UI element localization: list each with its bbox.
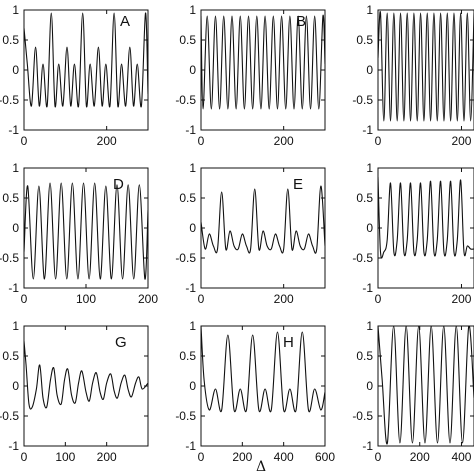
y-tick-label: -0.5 <box>352 93 373 107</box>
y-tick-label: 1 <box>366 3 373 17</box>
panel-label-e: E <box>293 176 303 193</box>
series-line-e <box>201 185 325 254</box>
panel-i: 10.50-0.5-10 200 400 <box>352 319 474 464</box>
x-tick-label: 100 <box>76 292 96 306</box>
y-tick-label: 1 <box>366 319 373 333</box>
y-tick-label: 0 <box>12 63 19 77</box>
y-tick-label: -0.5 <box>175 93 196 107</box>
y-tick-label: 1 <box>12 319 19 333</box>
x-tick-label: 0 <box>21 450 28 464</box>
y-tick-label: -1 <box>185 281 196 295</box>
y-tick-label: 0.5 <box>179 33 196 47</box>
series-line-i <box>378 326 474 445</box>
series-line-f <box>378 176 474 259</box>
y-tick-label: -1 <box>185 123 196 137</box>
panel-label-h: H <box>283 334 294 351</box>
panel-label-d: D <box>113 176 124 193</box>
y-tick-label: -1 <box>185 439 196 453</box>
y-tick-label: 0 <box>366 221 373 235</box>
y-tick-label: 0.5 <box>179 349 196 363</box>
y-tick-label: 1 <box>366 161 373 175</box>
y-tick-label: 0.5 <box>2 33 19 47</box>
y-tick-label: 0 <box>12 379 19 393</box>
y-tick-label: 0.5 <box>2 191 19 205</box>
panel-label-g: G <box>115 334 127 351</box>
y-tick-label: -1 <box>362 281 373 295</box>
y-tick-label: -0.5 <box>0 93 19 107</box>
y-tick-label: -1 <box>8 439 19 453</box>
y-tick-label: -1 <box>8 281 19 295</box>
y-tick-label: 1 <box>189 319 196 333</box>
x-tick-label: 200 <box>138 292 158 306</box>
x-tick-label: 0 <box>198 134 205 148</box>
plot-frame <box>200 167 326 289</box>
x-tick-label: 200 <box>97 134 117 148</box>
y-tick-label: -0.5 <box>175 409 196 423</box>
y-tick-label: 0 <box>366 379 373 393</box>
x-tick-label: 600 <box>315 450 335 464</box>
y-tick-label: -0.5 <box>0 409 19 423</box>
series-line-a <box>24 12 148 108</box>
y-tick-label: -0.5 <box>352 409 373 423</box>
y-tick-label: 0.5 <box>356 33 373 47</box>
x-tick-label: 200 <box>451 292 471 306</box>
x-tick-label: 0 <box>375 134 382 148</box>
panel-f: 10.50-0.5-10 200 <box>352 161 474 306</box>
y-tick-label: 0.5 <box>2 349 19 363</box>
y-tick-label: 0 <box>366 63 373 77</box>
y-tick-label: 1 <box>12 3 19 17</box>
y-tick-label: 0 <box>189 379 196 393</box>
panel-label-b: B <box>296 13 306 30</box>
x-tick-label: 0 <box>21 292 28 306</box>
y-tick-label: 0.5 <box>356 349 373 363</box>
y-tick-label: 0 <box>189 221 196 235</box>
x-tick-label: 0 <box>375 450 382 464</box>
panel-label-a: A <box>120 13 130 30</box>
series-line-d <box>24 182 148 280</box>
x-tick-label: 0 <box>198 450 205 464</box>
y-tick-label: -1 <box>362 439 373 453</box>
y-tick-label: 1 <box>12 161 19 175</box>
y-tick-label: -1 <box>362 123 373 137</box>
y-tick-label: 0.5 <box>356 191 373 205</box>
x-tick-label: 200 <box>274 134 294 148</box>
panel-c: 10.50-0.5-10 200 <box>352 3 474 148</box>
x-tick-label: 0 <box>21 134 28 148</box>
x-tick-label: 0 <box>198 292 205 306</box>
x-tick-label: 200 <box>232 450 252 464</box>
x-tick-label: 200 <box>97 450 117 464</box>
y-tick-label: 0.5 <box>179 191 196 205</box>
series-line-b <box>201 15 325 110</box>
series-line-g <box>24 340 148 410</box>
series-line-h <box>201 326 325 413</box>
plot-frame <box>23 325 149 447</box>
y-tick-label: 0 <box>189 63 196 77</box>
y-tick-label: 0 <box>12 221 19 235</box>
x-axis-title: Δ <box>256 459 266 474</box>
y-tick-label: 1 <box>189 3 196 17</box>
x-tick-label: 200 <box>451 134 471 148</box>
x-tick-label: 0 <box>375 292 382 306</box>
x-tick-label: 100 <box>55 450 75 464</box>
x-tick-label: 400 <box>451 450 471 464</box>
y-tick-label: -0.5 <box>0 251 19 265</box>
series-line-c <box>378 10 474 122</box>
x-tick-label: 200 <box>410 450 430 464</box>
y-tick-label: -1 <box>8 123 19 137</box>
y-tick-label: -0.5 <box>175 251 196 265</box>
y-tick-label: 1 <box>189 161 196 175</box>
x-tick-label: 200 <box>274 292 294 306</box>
x-tick-label: 400 <box>274 450 294 464</box>
y-tick-label: -0.5 <box>352 251 373 265</box>
